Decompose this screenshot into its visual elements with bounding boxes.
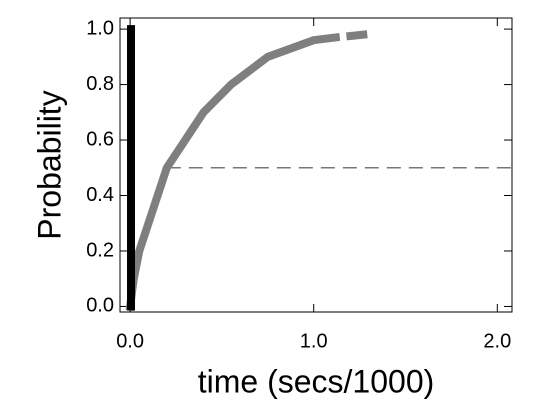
y-tick-label: 0.6 xyxy=(86,128,114,150)
y-axis-label: Probability xyxy=(31,90,67,239)
y-tick-label: 0.0 xyxy=(86,295,114,317)
x-tick-label: 1.0 xyxy=(300,330,328,352)
y-tick-label: 0.4 xyxy=(86,184,114,206)
y-tick-label: 1.0 xyxy=(86,17,114,39)
plot-frame xyxy=(119,17,513,313)
x-axis-label: time (secs/1000) xyxy=(198,363,435,399)
y-tick-label: 0.2 xyxy=(86,239,114,261)
x-tick-label: 0.0 xyxy=(116,330,144,352)
y-tick-label: 0.8 xyxy=(86,73,114,95)
data-line xyxy=(125,30,368,311)
x-tick-label: 2.0 xyxy=(483,330,511,352)
